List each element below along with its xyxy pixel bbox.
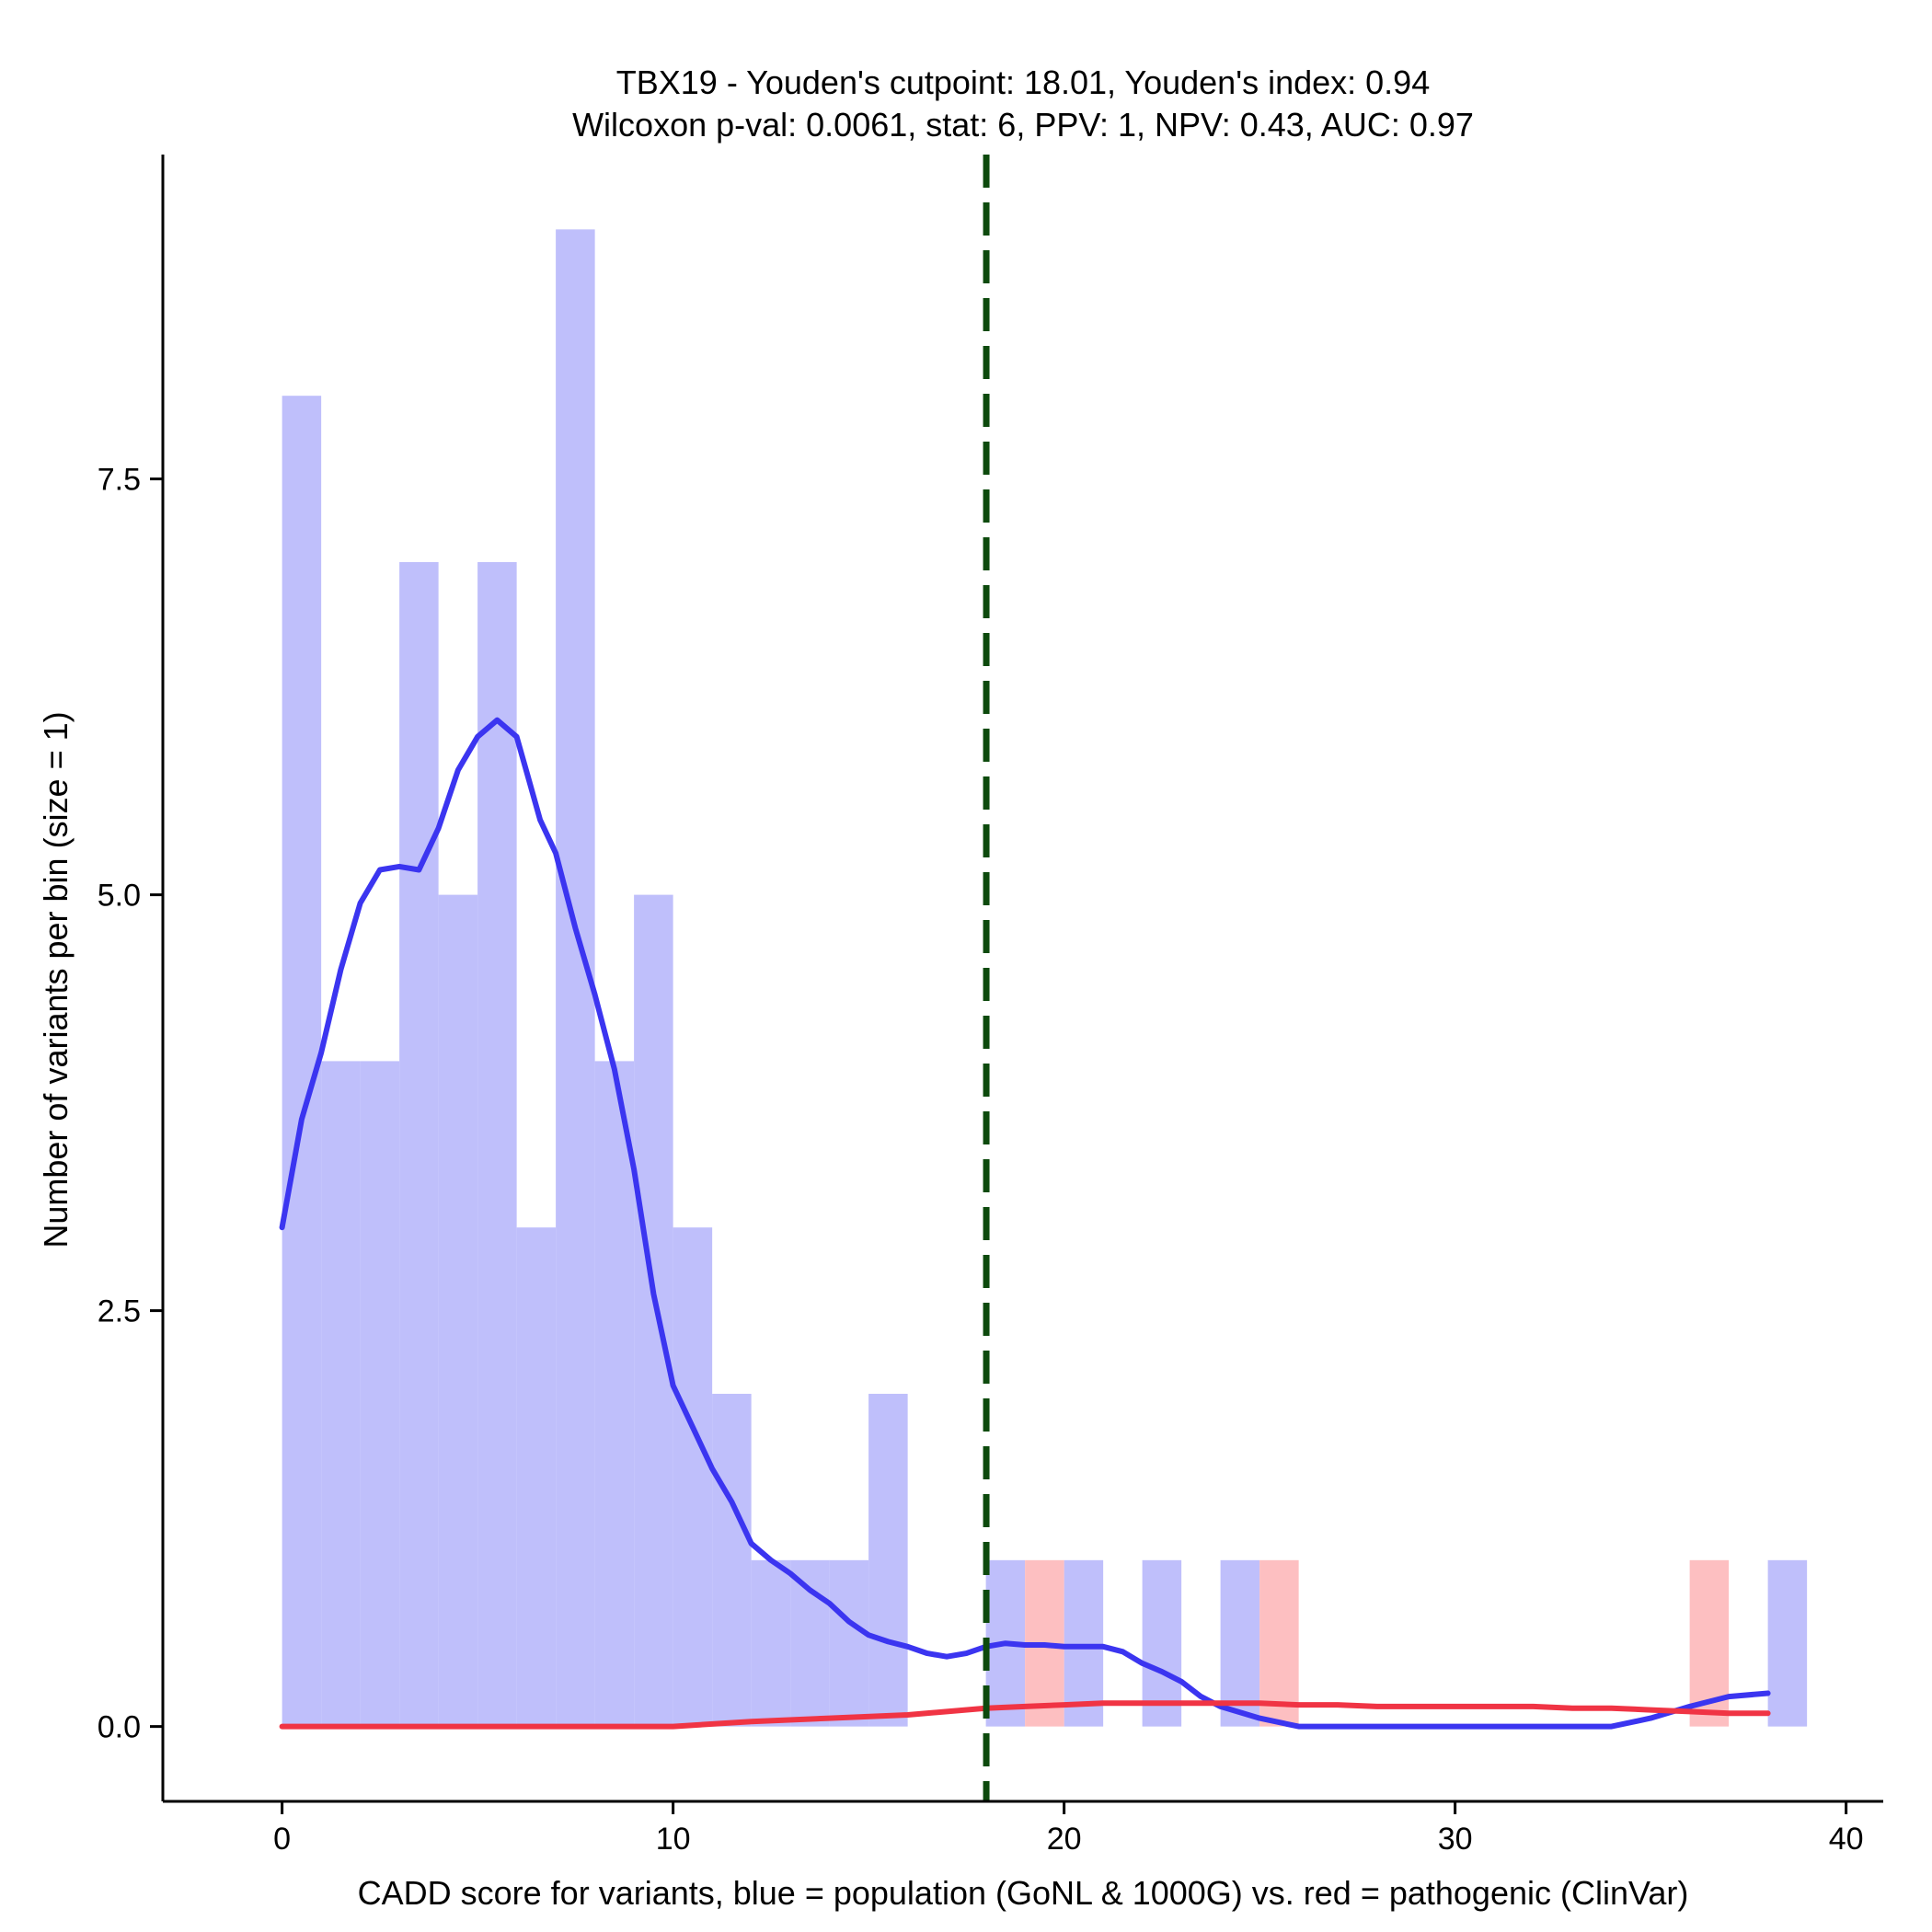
x-tick-label: 20 [1047, 1822, 1082, 1857]
x-tick-label: 0 [273, 1822, 291, 1857]
population-bar [712, 1394, 752, 1727]
x-axis-ticks: 0 10 20 30 40 [273, 1801, 1864, 1857]
population-bar [868, 1394, 908, 1727]
population-bar [399, 561, 439, 1727]
population-bar [1142, 1559, 1182, 1727]
population-bar [1220, 1559, 1260, 1727]
population-bar [282, 396, 322, 1727]
x-axis-label: CADD score for variants, blue = populati… [358, 1874, 1689, 1912]
x-tick-label: 40 [1829, 1822, 1864, 1857]
y-tick-label: 7.5 [98, 463, 141, 498]
population-bar [321, 1061, 361, 1727]
population-bar [516, 1227, 557, 1727]
population-bar [1767, 1559, 1808, 1727]
y-axis-ticks: 0.0 2.5 5.0 7.5 [98, 463, 163, 1745]
population-bar [438, 894, 478, 1727]
y-tick-label: 5.0 [98, 879, 141, 914]
population-bar [751, 1559, 791, 1727]
population-bar [594, 1061, 635, 1727]
population-bar [1064, 1559, 1104, 1727]
chart-title-line-2: Wilcoxon p-val: 0.0061, stat: 6, PPV: 1,… [572, 106, 1474, 144]
x-tick-label: 10 [656, 1822, 691, 1857]
x-tick-label: 30 [1438, 1822, 1473, 1857]
y-axis-label: Number of variants per bin (size = 1) [37, 711, 75, 1248]
population-bar [790, 1559, 830, 1727]
y-tick-label: 0.0 [98, 1710, 141, 1745]
population-bar [634, 894, 673, 1727]
population-bar [829, 1559, 869, 1727]
y-tick-label: 2.5 [98, 1294, 141, 1329]
population-density-line [279, 717, 1771, 1730]
pathogenic-density-line [279, 1700, 1771, 1730]
population-bars [282, 229, 1808, 1727]
population-bar [360, 1061, 400, 1727]
chart-title-line-1: TBX19 - Youden's cutpoint: 18.01, Youden… [616, 63, 1430, 101]
pathogenic-bar [1259, 1559, 1299, 1727]
population-bar [477, 561, 517, 1727]
population-bar [673, 1227, 713, 1727]
